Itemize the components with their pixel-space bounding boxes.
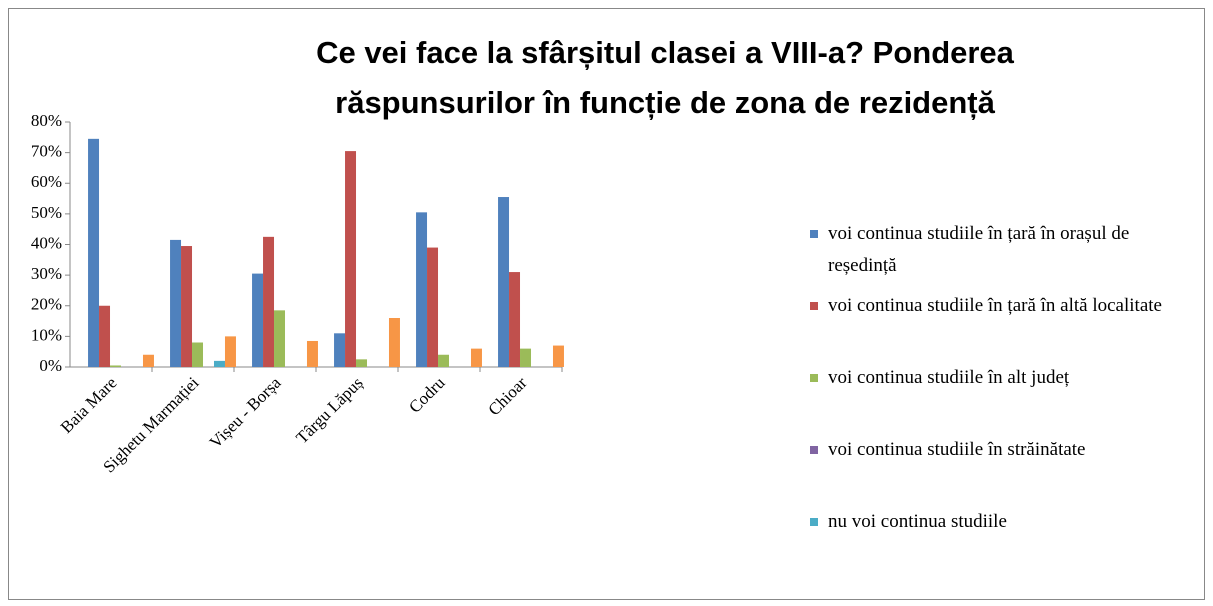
legend: voi continua studiile în țară în orașul … xyxy=(810,218,1200,578)
x-tick-label: Târgu Lăpuș xyxy=(292,373,366,447)
legend-label: voi continua studiile în alt județ xyxy=(828,367,1070,388)
y-tick-label: 50% xyxy=(31,203,62,222)
x-tick-label: Chioar xyxy=(484,373,530,419)
bar xyxy=(520,348,532,367)
bar xyxy=(306,340,318,367)
bar xyxy=(438,354,450,367)
bar xyxy=(192,342,204,367)
legend-swatch xyxy=(810,446,818,454)
bar xyxy=(345,151,357,367)
legend-item: voi continua studiile în țară în altă lo… xyxy=(810,290,1200,362)
y-tick-label: 30% xyxy=(31,264,62,283)
legend-swatch xyxy=(810,230,818,238)
bar xyxy=(388,318,400,367)
legend-item: voi continua studiile în țară în orașul … xyxy=(810,218,1200,290)
chart-frame xyxy=(8,8,1205,600)
legend-label: nu voi continua studiile xyxy=(828,511,1007,532)
legend-item: voi continua studiile în străinătate xyxy=(810,434,1200,506)
bar xyxy=(224,336,236,367)
y-tick-label: 80% xyxy=(31,111,62,130)
legend-swatch xyxy=(810,518,818,526)
bar xyxy=(252,273,264,367)
legend-label: voi continua studiile în țară în altă lo… xyxy=(828,295,1162,316)
chart-title: Ce vei face la sfârșitul clasei a VIII-a… xyxy=(316,35,1014,120)
bar xyxy=(263,236,275,367)
bar xyxy=(181,246,193,367)
y-tick-label: 70% xyxy=(31,142,62,161)
bar xyxy=(88,138,100,367)
x-tick-label: Baia Mare xyxy=(57,373,121,437)
bar xyxy=(356,359,368,367)
y-tick-label: 0% xyxy=(39,356,62,375)
x-tick-label: Vișeu - Borșa xyxy=(206,373,285,452)
y-tick-label: 10% xyxy=(31,325,62,344)
y-tick-label: 20% xyxy=(31,295,62,314)
y-tick-label: 60% xyxy=(31,172,62,191)
legend-swatch xyxy=(810,302,818,310)
legend-label: voi continua studiile în străinătate xyxy=(828,439,1086,460)
bar xyxy=(110,365,122,367)
bar xyxy=(142,354,154,367)
bar xyxy=(170,239,182,367)
bar xyxy=(427,247,439,367)
bar xyxy=(99,305,111,367)
legend-swatch xyxy=(810,374,818,382)
bar xyxy=(470,348,482,367)
bar xyxy=(416,212,428,367)
x-tick-label: Codru xyxy=(405,373,449,417)
bar xyxy=(509,272,521,367)
bar xyxy=(498,197,510,367)
bar xyxy=(334,333,346,367)
legend-item: voi continua studiile în alt județ xyxy=(810,362,1200,434)
bar xyxy=(274,310,286,367)
bar xyxy=(213,360,225,367)
y-tick-label: 40% xyxy=(31,233,62,252)
legend-label: voi continua studiile în țară în orașul … xyxy=(828,223,1130,276)
bar xyxy=(552,345,564,367)
legend-item: nu voi continua studiile xyxy=(810,506,1200,578)
